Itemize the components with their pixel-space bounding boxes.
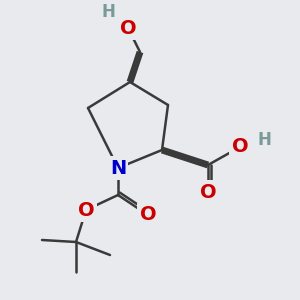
Text: O: O (78, 200, 94, 220)
Text: N: N (110, 158, 126, 178)
Text: O: O (120, 19, 136, 38)
Text: O: O (200, 182, 216, 202)
Text: H: H (101, 3, 115, 21)
Text: O: O (232, 137, 248, 157)
Text: H: H (257, 131, 271, 149)
Text: O: O (140, 206, 156, 224)
